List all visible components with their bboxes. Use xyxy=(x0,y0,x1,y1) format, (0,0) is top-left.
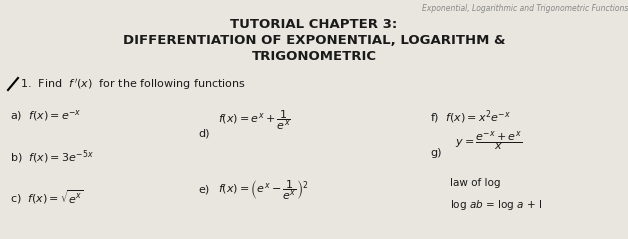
Text: log $ab$ = log $a$ + l: log $ab$ = log $a$ + l xyxy=(450,198,542,212)
Text: $y = \dfrac{e^{-x}+e^{x}}{x}$: $y = \dfrac{e^{-x}+e^{x}}{x}$ xyxy=(455,130,522,153)
Text: g): g) xyxy=(430,148,441,158)
Text: c)  $f(x) = \sqrt{e^{x}}$: c) $f(x) = \sqrt{e^{x}}$ xyxy=(10,188,84,206)
Text: $f(x) = e^{x} + \dfrac{1}{e^{x}}$: $f(x) = e^{x} + \dfrac{1}{e^{x}}$ xyxy=(218,108,291,132)
Text: 1.  Find  $f\,'(x)$  for the following functions: 1. Find $f\,'(x)$ for the following func… xyxy=(20,77,246,92)
Text: TUTORIAL CHAPTER 3:: TUTORIAL CHAPTER 3: xyxy=(230,18,398,31)
Text: e): e) xyxy=(198,185,209,195)
Text: a)  $f(x) = e^{-x}$: a) $f(x) = e^{-x}$ xyxy=(10,108,82,123)
Text: Exponential, Logarithmic and Trigonometric Functions: Exponential, Logarithmic and Trigonometr… xyxy=(421,4,628,13)
Text: b)  $f(x) = 3e^{-5x}$: b) $f(x) = 3e^{-5x}$ xyxy=(10,148,94,166)
Text: d): d) xyxy=(198,128,210,138)
Text: TRIGONOMETRIC: TRIGONOMETRIC xyxy=(251,50,377,63)
Text: $f(x) = \left(e^{x} - \dfrac{1}{e^{x}}\right)^{2}$: $f(x) = \left(e^{x} - \dfrac{1}{e^{x}}\r… xyxy=(218,178,308,202)
Text: DIFFERENTIATION OF EXPONENTIAL, LOGARITHM &: DIFFERENTIATION OF EXPONENTIAL, LOGARITH… xyxy=(122,34,506,47)
Text: f)  $f(x) = x^{2}e^{-x}$: f) $f(x) = x^{2}e^{-x}$ xyxy=(430,108,511,126)
Text: law of log: law of log xyxy=(450,178,501,188)
